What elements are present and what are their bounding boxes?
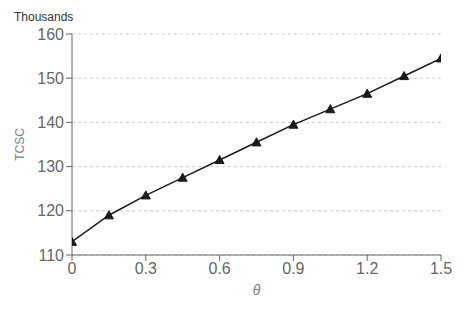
- html-text:Thousands: Thousands: [14, 10, 74, 24]
- svg-text:0.9: 0.9: [282, 260, 304, 277]
- svg-text:θ: θ: [253, 282, 261, 298]
- svg-text:1.5: 1.5: [430, 260, 452, 277]
- svg-text:0.6: 0.6: [208, 260, 230, 277]
- svg-text:130: 130: [37, 158, 64, 175]
- svg-text:110: 110: [38, 247, 64, 264]
- svg-text:1.2: 1.2: [356, 260, 378, 277]
- svg-text:150: 150: [37, 70, 64, 87]
- svg-text:0: 0: [68, 260, 77, 277]
- svg-text:140: 140: [37, 114, 64, 131]
- svg-text:0.3: 0.3: [135, 260, 157, 277]
- svg-text:120: 120: [37, 202, 64, 219]
- svg-text:160: 160: [37, 26, 64, 43]
- svg-text:TCSC: TCSC: [13, 128, 27, 161]
